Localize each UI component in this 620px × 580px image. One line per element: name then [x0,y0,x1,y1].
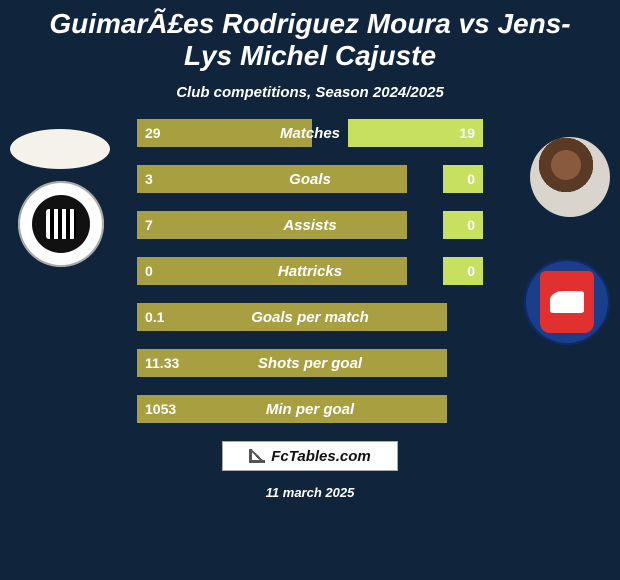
comparison-area: 2919Matches30Goals70Assists00Hattricks0.… [0,119,620,423]
stat-row: 00Hattricks [137,257,483,285]
stat-right-value: 0 [443,257,483,285]
stat-row: 2919Matches [137,119,483,147]
stat-left-value: 0.1 [137,303,447,331]
player-right-avatar [530,137,610,217]
ipswich-crest-icon [540,271,594,333]
date-label: 11 march 2025 [0,471,620,500]
stat-row: 1053Min per goal [137,395,483,423]
stat-left-value: 0 [137,257,407,285]
chart-icon [249,449,265,463]
stat-row: 11.33Shots per goal [137,349,483,377]
site-name: FcTables.com [271,448,370,465]
stat-row: 30Goals [137,165,483,193]
stat-left-value: 7 [137,211,407,239]
page-title: GuimarÃ£es Rodriguez Moura vs Jens-Lys M… [0,0,620,76]
stat-right-value: 0 [443,211,483,239]
stat-right-value: 19 [348,119,483,147]
stat-row: 0.1Goals per match [137,303,483,331]
stat-left-value: 1053 [137,395,447,423]
player-left-avatar [10,129,110,169]
stat-left-value: 3 [137,165,407,193]
page-subtitle: Club competitions, Season 2024/2025 [0,76,620,119]
stat-left-value: 29 [137,119,312,147]
newcastle-crest-icon [32,195,90,253]
stat-right-value: 0 [443,165,483,193]
club-left-badge [18,181,104,267]
site-badge[interactable]: FcTables.com [222,441,398,471]
stat-rows: 2919Matches30Goals70Assists00Hattricks0.… [137,119,483,423]
stat-row: 70Assists [137,211,483,239]
club-right-badge [524,259,610,345]
stat-left-value: 11.33 [137,349,447,377]
